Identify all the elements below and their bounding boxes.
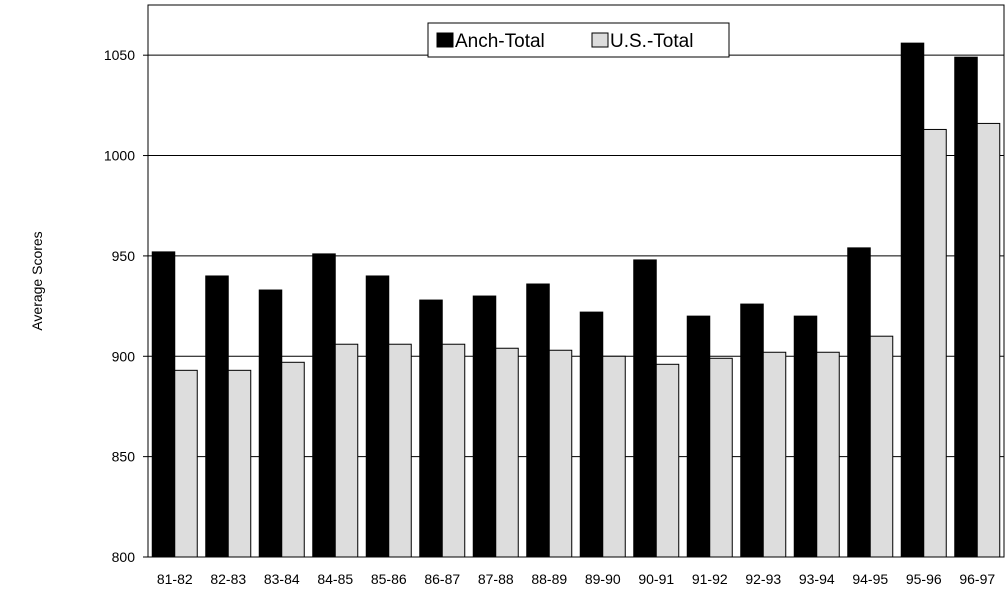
- bar-u-s-total-89-90: [602, 355, 626, 558]
- legend-box: [427, 22, 730, 58]
- x-axis-labels: 81-82 82-83 83-84 84-85 85-86 86-87 87-88 88-89…: [157, 571, 996, 587]
- bar-u-s-total-81-82: [174, 369, 198, 558]
- bar-anch-total-85-86: [365, 275, 390, 558]
- y-tick-label: 800: [112, 549, 136, 565]
- bar-anch-total-86-87: [419, 299, 443, 558]
- bar-anch-total-91-92: [686, 315, 711, 558]
- bar-anch-total-82-83: [205, 275, 229, 558]
- bar-u-s-total-85-86: [388, 343, 412, 558]
- x-tick-label: 87-88: [478, 571, 514, 587]
- bar-u-s-total-82-83: [227, 369, 252, 558]
- x-tick-label: 93-94: [799, 571, 835, 587]
- x-tick-label: 81-82: [157, 571, 193, 587]
- y-tick-label: 950: [112, 248, 136, 264]
- plot-area-border: [147, 4, 1005, 558]
- bar-anch-total-94-95: [847, 247, 871, 558]
- bar-anch-total-89-90: [579, 311, 604, 558]
- x-tick-label: 95-96: [906, 571, 942, 587]
- bar-u-s-total-90-91: [655, 363, 680, 558]
- x-tick-label: 84-85: [317, 571, 353, 587]
- legend: Anch-Total U.S.-Total: [427, 22, 730, 58]
- bar-anch-total-90-91: [633, 259, 657, 558]
- y-tick-label: 1000: [104, 148, 135, 164]
- x-tick-label: 91-92: [692, 571, 728, 587]
- bar-anch-total-87-88: [472, 295, 497, 558]
- legend-swatch-anch-total: [436, 32, 454, 48]
- legend-label-anch-total: Anch-Total: [455, 31, 545, 52]
- bar-anch-total-95-96: [900, 42, 925, 558]
- bar-anch-total-93-94: [793, 315, 818, 558]
- bar-u-s-total-96-97: [976, 122, 1001, 558]
- bar-u-s-total-86-87: [441, 343, 466, 558]
- bars: [151, 42, 1001, 558]
- bar-anch-total-81-82: [151, 251, 176, 558]
- x-tick-label: 92-93: [745, 571, 781, 587]
- legend-label-us-total: U.S.-Total: [610, 31, 693, 52]
- bar-u-s-total-87-88: [495, 347, 519, 558]
- bar-anch-total-88-89: [526, 283, 550, 558]
- x-tick-label: 83-84: [264, 571, 300, 587]
- y-tick-label: 900: [112, 348, 136, 364]
- bar-u-s-total-83-84: [281, 361, 305, 558]
- x-tick-label: 82-83: [210, 571, 246, 587]
- y-axis-title: Average Scores: [29, 231, 45, 330]
- x-tick-label: 94-95: [852, 571, 888, 587]
- bar-anch-total-92-93: [740, 303, 764, 558]
- y-tick-label: 1050: [104, 47, 135, 63]
- x-tick-label: 85-86: [371, 571, 407, 587]
- bar-u-s-total-91-92: [709, 357, 733, 558]
- bar-anch-total-84-85: [312, 253, 336, 558]
- bar-u-s-total-88-89: [548, 349, 573, 558]
- x-tick-label: 96-97: [959, 571, 995, 587]
- bar-u-s-total-95-96: [923, 128, 947, 558]
- y-tick-label: 850: [112, 449, 136, 465]
- bar-u-s-total-92-93: [762, 351, 787, 558]
- bar-u-s-total-84-85: [334, 343, 359, 558]
- bar-anch-total-83-84: [258, 289, 283, 558]
- x-tick-label: 90-91: [638, 571, 674, 587]
- x-tick-label: 88-89: [531, 571, 567, 587]
- x-tick-label: 86-87: [424, 571, 460, 587]
- y-axis-ticks: 800 850 900 950 1000 1050: [104, 47, 148, 565]
- legend-swatch-us-total: [591, 32, 609, 48]
- bar-u-s-total-93-94: [816, 351, 840, 558]
- bar-u-s-total-94-95: [869, 335, 894, 558]
- x-tick-label: 89-90: [585, 571, 621, 587]
- bar-anch-total-96-97: [954, 56, 978, 558]
